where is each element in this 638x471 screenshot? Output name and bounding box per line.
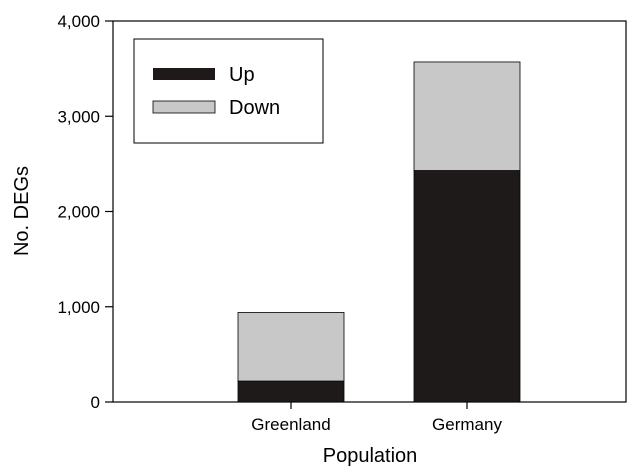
- legend-label-down: Down: [229, 97, 280, 119]
- legend-label-up: Up: [229, 64, 255, 86]
- bar-segment-up-greenland: [237, 380, 345, 403]
- x-axis-title: Population: [323, 445, 418, 467]
- x-tick-label: Germany: [432, 415, 502, 434]
- y-tick-label: 2,000: [57, 203, 100, 222]
- legend: Up Down: [133, 38, 324, 144]
- y-axis-ticks: 0 1,000 2,000 3,000 4,000: [57, 12, 113, 412]
- x-axis-ticks: Greenland Germany: [251, 402, 502, 434]
- bars: [237, 61, 521, 403]
- bar-segment-up-germany: [413, 170, 521, 403]
- y-tick-label: 3,000: [57, 107, 100, 126]
- bar-segment-down-greenland: [237, 312, 345, 382]
- bar-segment-down-germany: [413, 61, 521, 171]
- legend-box: [133, 38, 324, 144]
- legend-swatch-down: [152, 100, 216, 114]
- y-tick-label: 1,000: [57, 298, 100, 317]
- legend-swatch-up: [153, 68, 215, 80]
- x-tick-label: Greenland: [251, 415, 330, 434]
- y-tick-label: 0: [91, 393, 100, 412]
- y-axis-title: No. DEGs: [11, 166, 33, 256]
- y-tick-label: 4,000: [57, 12, 100, 31]
